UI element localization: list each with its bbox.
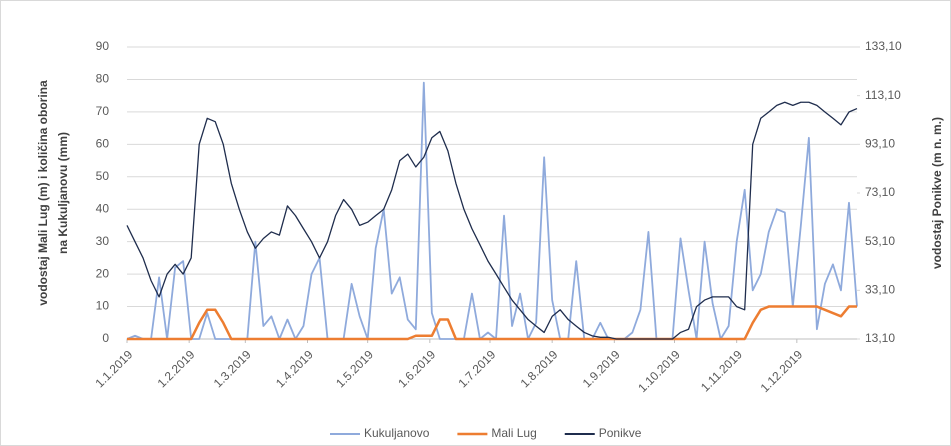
- y2-tick-label: 113,10: [865, 88, 901, 102]
- y-tick-label: 40: [96, 201, 110, 215]
- series-line: [127, 305, 857, 341]
- y2-tick-label: 73,10: [865, 185, 895, 199]
- y-tick-label: 0: [102, 331, 109, 345]
- y2-tick-label: 133,10: [865, 39, 902, 53]
- y2-tick-label: 93,10: [865, 137, 895, 151]
- y2-axis-title: vodostaj Ponikve (m n. m.): [930, 117, 944, 269]
- y2-tick-label: 13,10: [865, 331, 895, 345]
- y-tick-label: 90: [96, 39, 110, 53]
- y-tick-label: 60: [96, 137, 110, 151]
- y-tick-label: 10: [96, 299, 110, 313]
- y2-tick-label: 53,10: [865, 234, 895, 248]
- y-tick-label: 20: [96, 266, 110, 280]
- y-axis-title: na Kukuljanovu (mm): [56, 132, 70, 254]
- series-line: [126, 81, 858, 340]
- y-tick-label: 70: [96, 104, 110, 118]
- legend-label: Mali Lug: [491, 426, 536, 440]
- y-tick-label: 80: [96, 72, 110, 86]
- y2-tick-label: 33,10: [865, 283, 895, 297]
- legend-label: Ponikve: [599, 426, 642, 440]
- y-tick-label: 30: [96, 234, 110, 248]
- y-tick-label: 50: [96, 169, 110, 183]
- series-line: [126, 101, 858, 340]
- legend-label: Kukuljanovo: [364, 426, 430, 440]
- y-axis-title: vodostaj Mali Lug (m) i količina oborina: [36, 80, 50, 306]
